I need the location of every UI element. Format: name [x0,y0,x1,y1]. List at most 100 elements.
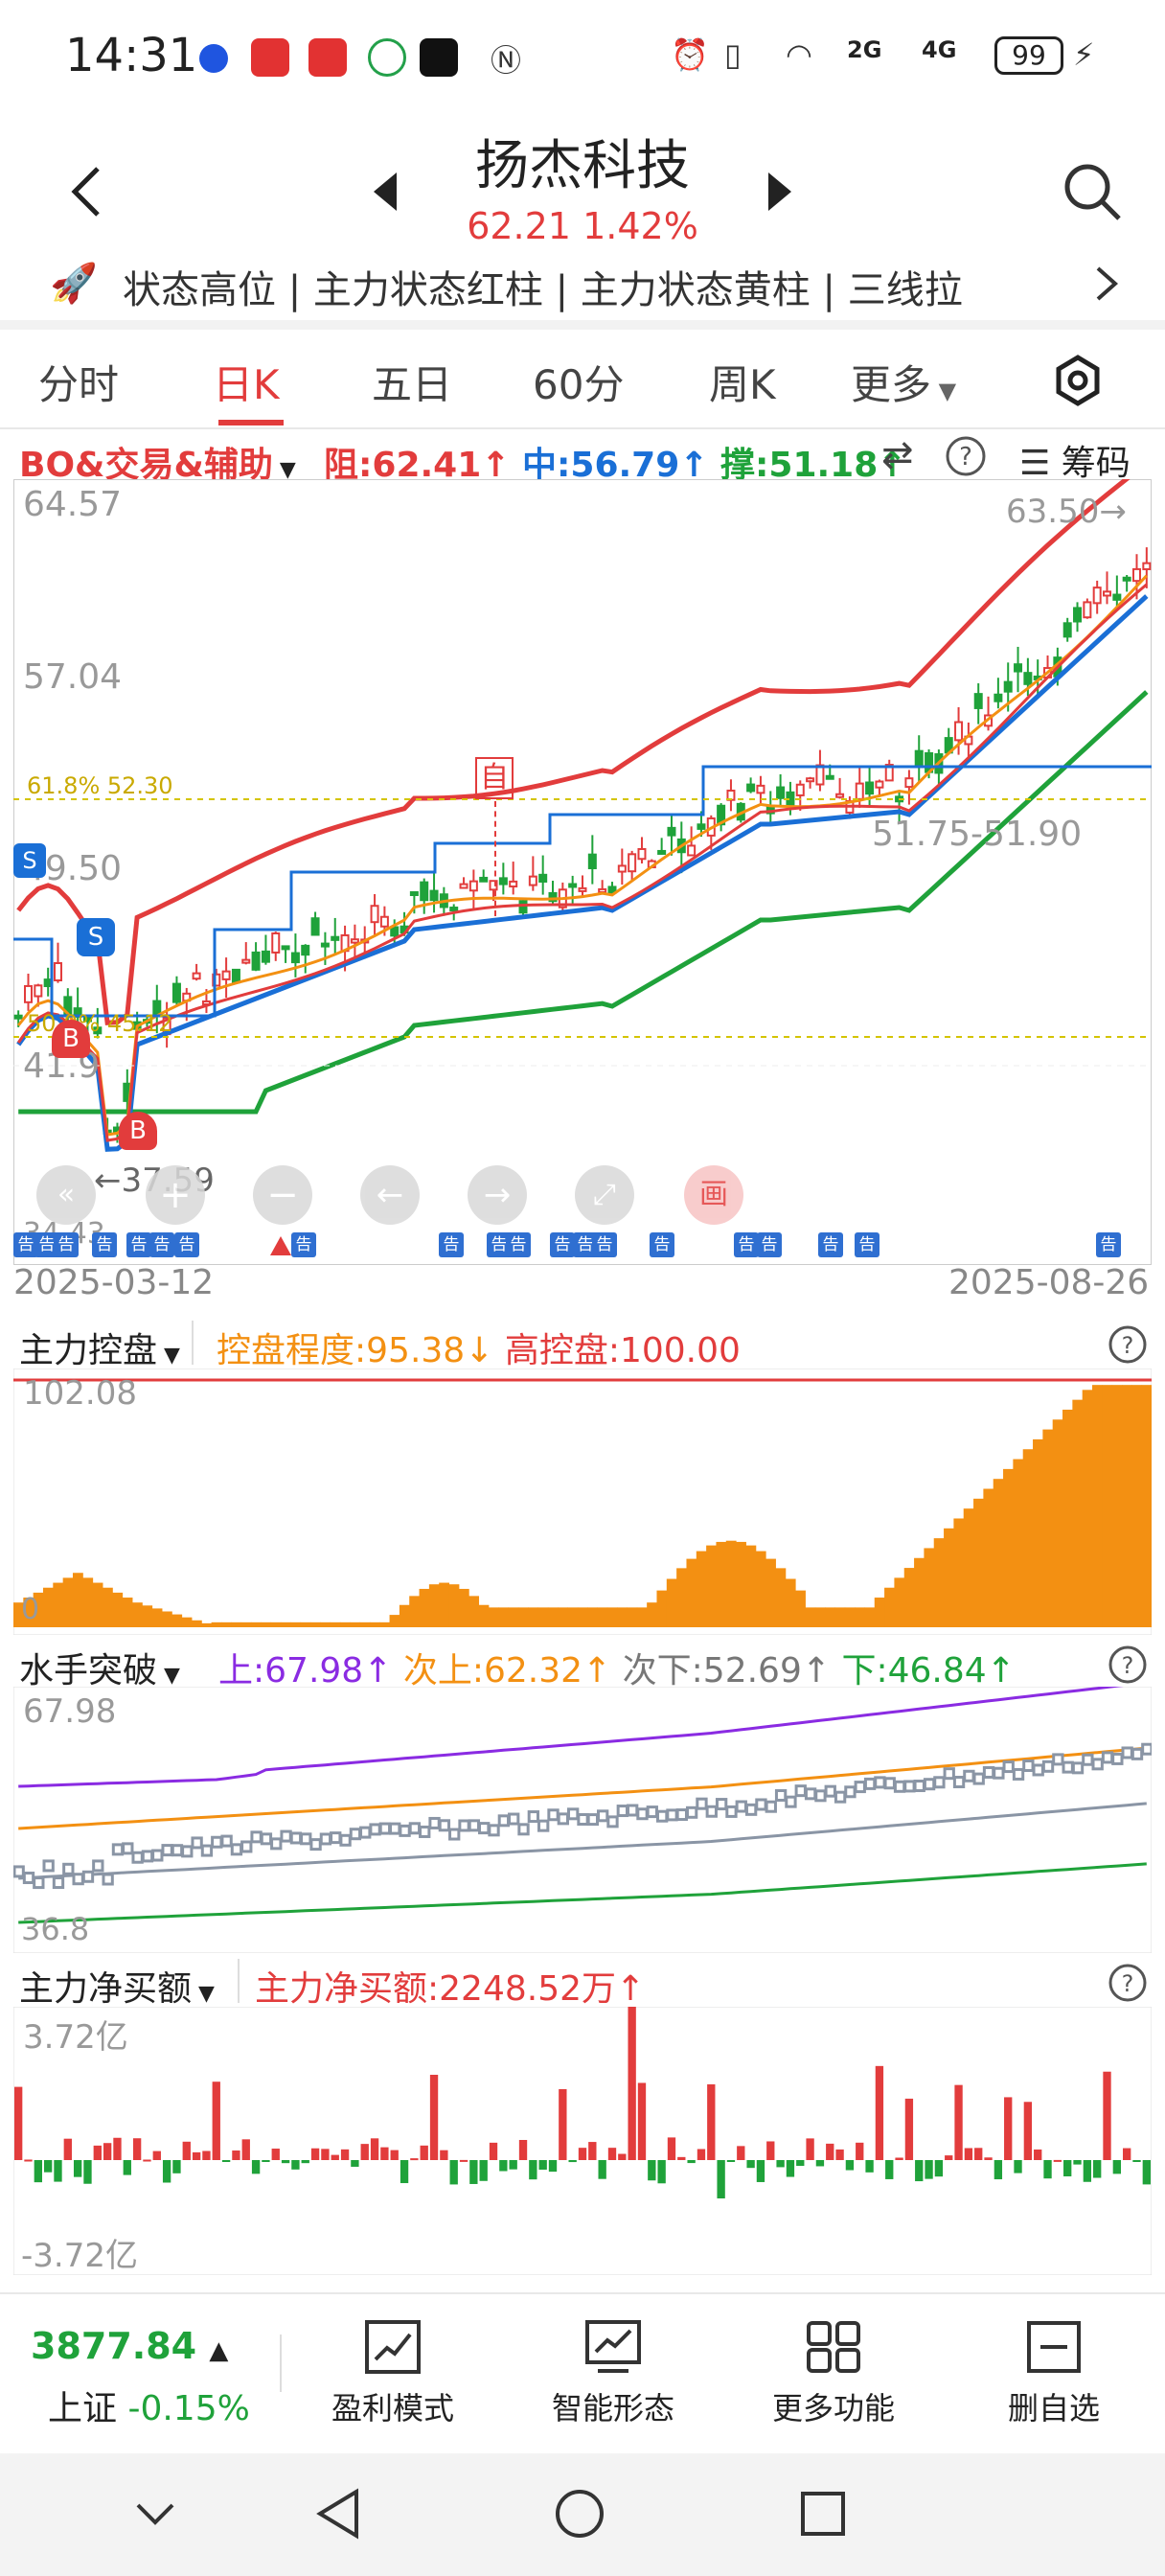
notice-marker[interactable]: 告 [174,1232,199,1257]
notice-marker[interactable]: 告 [54,1232,79,1257]
prev-stock-icon[interactable] [372,171,399,213]
search-icon[interactable] [1062,161,1123,222]
more-functions-button[interactable]: 更多功能 [757,2319,910,2428]
notice-marker[interactable]: 告 [757,1232,782,1257]
candle [914,749,924,767]
price-box [794,1784,807,1798]
help-icon[interactable]: ? [1108,1324,1148,1365]
control-bar [439,1582,450,1627]
chevron-right-icon[interactable] [1094,264,1119,303]
app-notify-icon [199,44,228,73]
price-box [586,1813,599,1827]
signal-ticker[interactable]: 🚀 状态高位 | 主力状态红柱 | 主力状态黄柱 | 三线拉 [0,251,1165,320]
mid-line [16,594,1149,1152]
rewind-button[interactable]: « [36,1165,96,1225]
control-bar [825,1607,835,1627]
indicator-selector[interactable]: BO&交易&辅助 ▼ [19,437,307,485]
control-bar [844,1607,856,1627]
notice-marker[interactable]: 告 [439,1232,464,1257]
home-circle-icon[interactable] [554,2488,605,2540]
price-box [349,1828,362,1841]
move-right-button[interactable]: → [468,1165,527,1225]
back-icon[interactable] [67,165,105,218]
y-label-top: 64.57 [23,485,123,524]
notice-marker[interactable]: 告 [734,1232,759,1257]
notice-marker[interactable]: 告 [149,1232,174,1257]
control-bar [587,1607,598,1627]
control-bar [102,1587,113,1627]
notice-marker[interactable]: 告 [550,1232,575,1257]
index-quote[interactable]: 3877.84 ▲ [31,2325,228,2367]
draw-button[interactable]: 画 [684,1165,743,1225]
price-box [191,1836,203,1850]
tab-daily-k[interactable]: 日K [213,361,280,408]
price-box [972,1772,985,1785]
panel3-selector[interactable]: 水手突破 ▼ [19,1643,180,1692]
help-icon[interactable]: ? [945,435,987,477]
price-box [675,1808,688,1822]
notice-marker[interactable]: 告 [126,1232,151,1257]
svg-text:?: ? [1122,1652,1134,1679]
remove-watchlist-button[interactable]: 删自选 [977,2319,1131,2428]
chevron-down-icon[interactable] [134,2499,176,2528]
app-notify-icon [368,38,406,77]
price-box [389,1822,401,1835]
net-buy-bar [1014,2160,1022,2174]
price-box [1131,1747,1144,1760]
panel3-ytop: 67.98 [23,1692,117,1731]
net-buy-bar [697,2149,706,2160]
fullscreen-button[interactable]: ⤢ [575,1165,634,1225]
tab-intraday[interactable]: 分时 [38,361,120,408]
zoom-in-button[interactable]: + [146,1165,205,1225]
notice-marker[interactable]: 告 [592,1232,617,1257]
notice-marker[interactable]: 告 [855,1232,879,1257]
price-box [517,1823,530,1836]
tab-more[interactable]: 更多 ▼ [851,353,956,411]
tab-60min[interactable]: 60分 [533,361,625,408]
control-bar [508,1607,519,1627]
notice-marker[interactable]: 告 [13,1232,38,1257]
help-icon[interactable]: ? [1108,1644,1148,1685]
net-buy-chart[interactable] [13,2007,1152,2275]
move-left-button[interactable]: ← [360,1165,420,1225]
next-stock-icon[interactable] [766,171,793,213]
notice-marker[interactable]: 告 [650,1232,674,1257]
notice-marker[interactable]: 告 [92,1232,117,1257]
candle [568,883,578,888]
net-buy-label: 主力净买额: [255,1969,440,2009]
help-icon[interactable]: ? [1108,1963,1148,2003]
price-box [309,1838,322,1852]
minus-icon: − [266,1173,299,1217]
net-buy-bar [212,2082,220,2160]
panel2-selector[interactable]: 主力控盘 ▼ [19,1322,180,1372]
price-box [408,1822,422,1835]
notice-marker[interactable]: 告 [291,1232,316,1257]
breakout-chart[interactable] [13,1687,1152,1953]
control-area-chart[interactable] [13,1368,1152,1635]
back-triangle-icon[interactable] [314,2488,362,2540]
buy-signal-badge[interactable]: B [119,1112,157,1150]
notice-marker[interactable]: 告 [1096,1232,1121,1257]
self-select-marker[interactable]: 自 [475,757,514,799]
price-box [577,1813,589,1827]
tab-weekly-k[interactable]: 周K [709,361,776,408]
notice-marker[interactable]: 告 [506,1232,531,1257]
buy-signal-badge[interactable]: B [52,1020,90,1058]
control-bar [1122,1385,1132,1627]
sell-signal-badge[interactable]: S [13,843,46,878]
candles [13,547,1152,1143]
swap-icon[interactable]: ⇄ [881,433,914,477]
notice-marker[interactable]: 告 [818,1232,843,1257]
sell-signal-badge[interactable]: S [77,918,115,956]
zoom-out-button[interactable]: − [253,1165,312,1225]
candlestick-chart[interactable] [13,479,1152,1265]
panel4-selector[interactable]: 主力净买额 ▼ [19,1961,215,2011]
smart-pattern-button[interactable]: 智能形态 [537,2319,690,2428]
chips-button[interactable]: ☰ 筹码 [1019,435,1131,485]
control-bar [339,1622,351,1627]
profit-mode-button[interactable]: 盈利模式 [316,2319,469,2428]
tab-five-day[interactable]: 五日 [372,361,453,408]
settings-icon[interactable] [1052,355,1104,406]
recent-apps-icon[interactable] [799,2490,847,2538]
price-box [300,1832,312,1846]
